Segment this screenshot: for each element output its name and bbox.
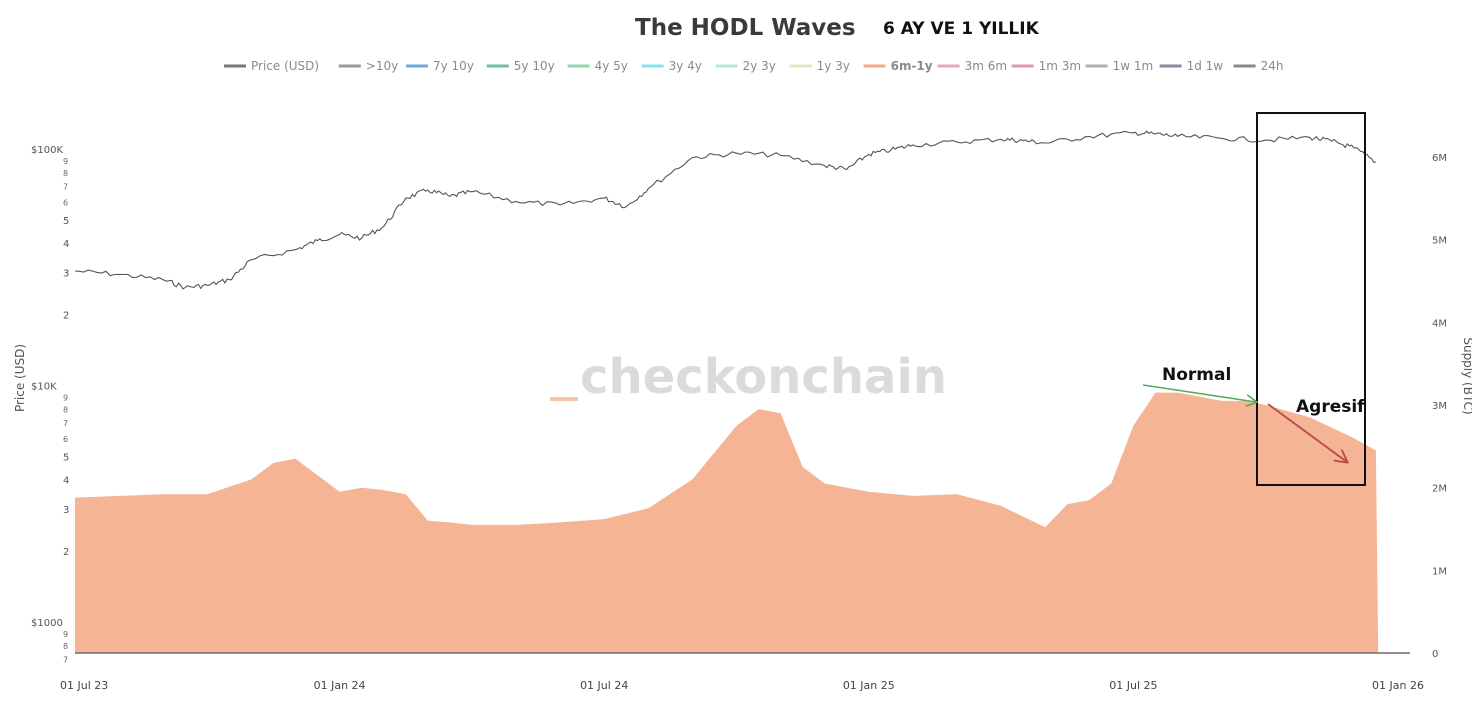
legend-label: 5y 10y (514, 59, 555, 73)
legend-label: 1m 3m (1039, 59, 1081, 73)
y-right-tick: 4M (1432, 318, 1447, 329)
legend-item[interactable]: 1d 1w (1159, 59, 1224, 73)
legend-label: 2y 3y (743, 59, 776, 73)
y-left-axis: $1000 $10K $100K 2 3 4 5 6 7 8 9 2 3 4 5 6 7 8 9 7 8 9 (31, 145, 69, 665)
x-tick: 01 Jul 23 (60, 679, 108, 692)
legend-label: 3y 4y (669, 59, 702, 73)
y-left-minor-tick: 4 (63, 476, 69, 487)
x-tick: 01 Jan 24 (314, 679, 366, 692)
y-right-axis: 0 1M 2M 3M 4M 5M 6M (1432, 153, 1447, 660)
y-left-minor-tick: 8 (63, 642, 68, 651)
highlight-box (1256, 112, 1366, 486)
y-left-minor-tick: 6 (63, 199, 68, 208)
x-tick: 01 Jul 24 (580, 679, 628, 692)
legend-item[interactable]: 1y 3y (789, 59, 850, 73)
y-left-major-tick: $10K (31, 382, 57, 393)
legend-label: 4y 5y (595, 59, 628, 73)
legend-label: 1w 1m (1113, 59, 1154, 73)
y-left-minor-tick: 5 (63, 216, 69, 227)
y-right-tick: 3M (1432, 401, 1447, 412)
legend-item[interactable]: Price (USD) (224, 59, 319, 73)
y-left-minor-tick: 4 (63, 239, 69, 250)
x-tick: 01 Jul 25 (1109, 679, 1157, 692)
y-left-axis-title: Price (USD) (13, 344, 27, 412)
series-price-line (74, 130, 1376, 290)
legend-label: 6m-1y (891, 59, 933, 73)
y-left-minor-tick: 2 (63, 310, 69, 321)
agresif-arrow (1267, 403, 1347, 462)
legend-item[interactable]: 7y 10y (406, 59, 474, 73)
y-right-axis-title: Supply (BTC) (1461, 337, 1472, 414)
y-left-minor-tick: 9 (63, 393, 68, 402)
y-left-minor-tick: 8 (63, 405, 68, 414)
y-right-tick: 1M (1432, 566, 1447, 577)
line-layer (74, 130, 1376, 290)
legend-label: Price (USD) (251, 59, 319, 73)
legend-item[interactable]: 1m 3m (1011, 59, 1081, 73)
y-left-major-tick: $1000 (31, 618, 63, 629)
legend-label: 1y 3y (817, 59, 850, 73)
legend-label: 24h (1261, 59, 1284, 73)
normal-arrow (1142, 384, 1256, 402)
y-left-minor-tick: 7 (63, 656, 68, 665)
x-tick: 01 Jan 25 (843, 679, 895, 692)
annotation-normal: Normal (1162, 365, 1231, 385)
chart-legend[interactable]: Price (USD) >10y 7y 10y 5y 10y 4y 5y 3y 4y 2y … (224, 59, 1283, 73)
series-6m-1y-area (75, 392, 1379, 653)
legend-label: >10y (366, 59, 398, 73)
watermark-accent (550, 397, 578, 401)
legend-item[interactable]: 2y 3y (715, 59, 776, 73)
legend-item[interactable]: 1w 1m (1085, 59, 1154, 73)
y-right-tick: 6M (1432, 153, 1447, 164)
chart-subtitle: 6 AY VE 1 YILLIK (883, 19, 1040, 39)
y-left-minor-tick: 2 (63, 547, 69, 558)
chart-title: The HODL Waves (635, 15, 856, 41)
legend-item[interactable]: 4y 5y (567, 59, 628, 73)
y-left-minor-tick: 8 (63, 169, 68, 178)
y-left-major-tick: $100K (31, 145, 63, 156)
legend-item[interactable]: >10y (338, 59, 398, 73)
legend-item[interactable]: 5y 10y (486, 59, 555, 73)
y-left-minor-tick: 7 (63, 419, 68, 428)
legend-item[interactable]: 24h (1233, 59, 1284, 73)
area-layer (75, 392, 1379, 653)
y-left-minor-tick: 6 (63, 435, 68, 444)
watermark-text: checkonchain (580, 349, 947, 405)
y-left-minor-tick: 9 (63, 157, 68, 166)
x-axis: 01 Jul 23 01 Jan 24 01 Jul 24 01 Jan 25 01 J… (60, 679, 1424, 692)
y-right-tick: 0 (1432, 649, 1438, 660)
legend-label: 7y 10y (433, 59, 474, 73)
y-left-minor-tick: 3 (63, 269, 69, 280)
y-right-tick: 5M (1432, 236, 1447, 247)
legend-item[interactable]: 3y 4y (641, 59, 702, 73)
x-tick: 01 Jan 26 (1372, 679, 1424, 692)
annotation-agresif: Agresif (1296, 397, 1365, 417)
y-right-tick: 2M (1432, 484, 1447, 495)
y-left-minor-tick: 3 (63, 505, 69, 516)
y-left-minor-tick: 9 (63, 630, 68, 639)
legend-item[interactable]: 3m 6m (937, 59, 1007, 73)
y-left-minor-tick: 7 (63, 183, 68, 192)
legend-item[interactable]: 6m-1y (863, 59, 933, 73)
y-left-minor-tick: 5 (63, 453, 69, 464)
legend-label: 3m 6m (965, 59, 1007, 73)
legend-label: 1d 1w (1187, 59, 1224, 73)
